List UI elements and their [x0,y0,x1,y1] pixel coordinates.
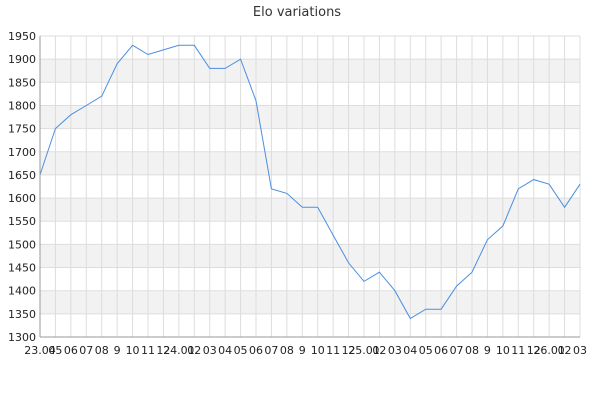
y-tick-label: 1550 [8,215,36,228]
y-tick-label: 1600 [8,192,36,205]
y-tick-label: 1350 [8,308,36,321]
x-tick-label: 9 [114,344,121,357]
x-tick-label: 07 [450,344,464,357]
x-tick-label: 08 [280,344,294,357]
x-tick-label: 10 [496,344,510,357]
plot-band [40,244,580,268]
x-tick-label: 05 [48,344,62,357]
y-tick-label: 1900 [8,53,36,66]
x-tick-label: 06 [434,344,448,357]
y-tick-label: 1500 [8,238,36,251]
y-tick-label: 1400 [8,285,36,298]
x-tick-label: 03 [573,344,587,357]
x-tick-label: 07 [79,344,93,357]
x-tick-label: 11 [326,344,340,357]
x-tick-label: 03 [388,344,402,357]
x-tick-label: 9 [484,344,491,357]
x-tick-label: 24.01 [163,344,195,357]
x-tick-label: 02 [187,344,201,357]
x-tick-label: 08 [465,344,479,357]
plot-band [40,198,580,222]
x-tick-label: 9 [299,344,306,357]
x-tick-label: 12 [342,344,356,357]
x-tick-label: 04 [403,344,417,357]
x-tick-label: 04 [218,344,232,357]
x-tick-label: 23.04 [24,344,56,357]
x-tick-label: 10 [311,344,325,357]
y-axis-tick-labels: 1950 1900 1850 1800 1750 1700 1650 1600 1550 1500… [8,30,36,344]
x-tick-label: 10 [126,344,140,357]
x-tick-label: 02 [372,344,386,357]
x-tick-label: 06 [249,344,263,357]
elo-series-line [39,44,581,320]
plot-band [40,105,580,129]
x-tick-label: 05 [419,344,433,357]
x-tick-label: 12 [527,344,541,357]
y-tick-label: 1300 [8,331,36,344]
x-tick-label: 06 [64,344,78,357]
y-tick-label: 1650 [8,169,36,182]
plot-band [40,59,580,83]
x-tick-label: 08 [95,344,109,357]
x-tick-label: 25.01 [348,344,380,357]
x-tick-label: 02 [558,344,572,357]
y-tick-label: 1800 [8,99,36,112]
x-tick-label: 03 [203,344,217,357]
y-tick-label: 1450 [8,262,36,275]
x-tick-label: 26.01 [533,344,565,357]
x-tick-label: 12 [156,344,170,357]
x-tick-label: 05 [234,344,248,357]
plot-band [40,290,580,314]
y-tick-label: 1950 [8,30,36,43]
plot-axes [39,36,580,338]
y-tick-label: 1850 [8,76,36,89]
x-tick-label: 11 [511,344,525,357]
plot-bands [40,59,580,314]
x-tick-label: 11 [141,344,155,357]
plot-band [40,151,580,175]
chart-title: Elo variations [253,5,341,20]
x-tick-label: 07 [264,344,278,357]
y-tick-label: 1700 [8,146,36,159]
plot-series [39,44,581,320]
y-tick-label: 1750 [8,123,36,136]
